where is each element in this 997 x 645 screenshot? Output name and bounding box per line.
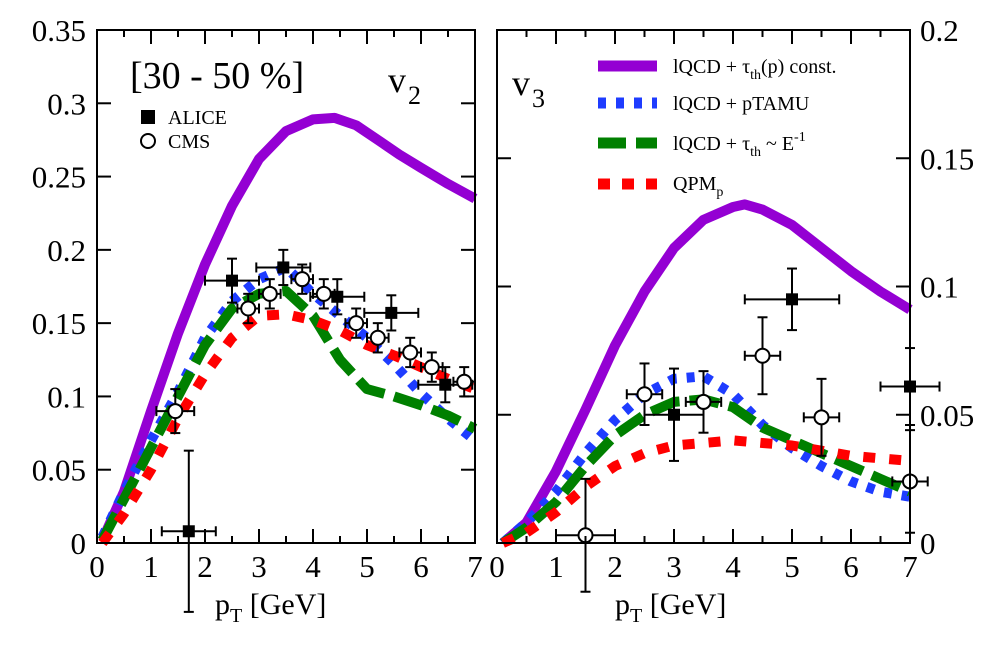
alice-data-point	[439, 378, 452, 391]
x-tick-label: 6	[843, 549, 859, 584]
x-tick-label: 1	[548, 549, 564, 584]
x-tick-label: 3	[251, 549, 267, 584]
cms-data-point	[348, 315, 365, 332]
series-line	[98, 309, 477, 546]
series-line	[499, 199, 913, 547]
x-tick-label: 0	[89, 549, 105, 584]
y-tick-label: 0.15	[32, 306, 86, 341]
alice-data-point	[182, 525, 195, 538]
left-centrality-label: [30 - 50 %]	[130, 55, 304, 97]
y-tick-label: 0	[920, 526, 936, 561]
x-tick-label: 2	[197, 549, 213, 584]
cms-data-point	[423, 359, 440, 376]
left-legend: ALICE CMS	[140, 107, 227, 153]
x-tick-label: 7	[902, 549, 918, 584]
cms-data-point	[636, 386, 653, 403]
left-panel: 0 1 2 3 4 5 6 7 0 0.05 0.1 0.15 0.2 0.25 0.3 0.35 [30 -…	[32, 13, 483, 627]
cms-data-point	[261, 285, 278, 302]
legend-ptamu-label: lQCD + pTAMU	[673, 93, 810, 115]
x-tick-label: 6	[413, 549, 429, 584]
y-tick-label: 0.25	[32, 160, 86, 195]
x-tick-label: 0	[489, 549, 505, 584]
alice-data-point	[668, 408, 680, 421]
legend-alice-marker	[141, 110, 155, 124]
alice-data-point	[277, 261, 290, 274]
legend-alice-label: ALICE	[168, 107, 227, 129]
series-line	[97, 285, 478, 543]
cms-data-point	[813, 409, 830, 426]
x-tick-label: 4	[305, 549, 321, 584]
series-line	[499, 371, 911, 547]
alice-data-point	[226, 274, 238, 287]
y-tick-label: 0	[71, 526, 87, 561]
y-tick-label: 0.2	[47, 233, 86, 268]
cms-data-point	[294, 271, 311, 288]
x-tick-label: 3	[666, 549, 682, 584]
x-tick-label: 7	[467, 549, 483, 584]
y-tick-label: 0.3	[47, 86, 86, 121]
left-x-axis-title: pT [GeV]	[215, 588, 326, 627]
y-tick-label: 0.1	[920, 270, 959, 305]
cms-data-point	[402, 344, 419, 361]
series-line	[97, 112, 478, 543]
alice-data-point	[331, 290, 344, 303]
legend-cms-label: CMS	[168, 131, 210, 153]
cms-data-point	[754, 347, 771, 364]
y-tick-label: 0.05	[920, 398, 974, 433]
cms-data-point	[167, 403, 184, 420]
cms-data-point	[369, 329, 386, 346]
left-curves	[97, 112, 479, 546]
alice-data-point	[385, 306, 398, 319]
alice-data-point	[786, 293, 798, 306]
x-tick-label: 5	[359, 549, 375, 584]
series-line	[500, 435, 911, 548]
left-axis-ticks: 0 1 2 3 4 5 6 7 0 0.05 0.1 0.15 0.2 0.25 0.3 0.35	[32, 13, 483, 584]
cms-data-point	[695, 393, 712, 410]
y-tick-label: 0.2	[920, 13, 959, 48]
cms-data-point	[315, 285, 332, 302]
x-tick-label: 2	[607, 549, 623, 584]
right-plot-frame	[496, 29, 911, 544]
y-tick-label: 0.35	[32, 13, 86, 48]
right-x-axis-title: pT [GeV]	[615, 588, 726, 627]
y-tick-label: 0.15	[920, 141, 974, 176]
left-plot-frame	[96, 29, 476, 544]
cms-data-point	[456, 373, 473, 390]
x-tick-label: 5	[784, 549, 800, 584]
right-axis-ticks: 0 1 2 3 4 5 6 700.050.10.150.2	[489, 13, 974, 584]
legend-cms-marker	[140, 133, 156, 149]
cms-data-point	[240, 300, 257, 317]
y-tick-label: 0.05	[32, 453, 86, 488]
y-tick-label: 0.1	[47, 379, 86, 414]
x-tick-label: 1	[143, 549, 159, 584]
x-tick-label: 4	[725, 549, 741, 584]
